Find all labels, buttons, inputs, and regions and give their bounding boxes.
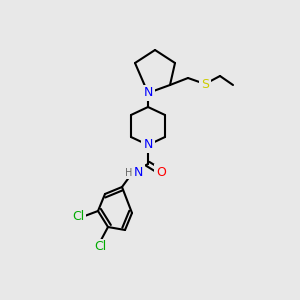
Text: Cl: Cl — [72, 211, 84, 224]
Text: O: O — [156, 166, 166, 178]
Text: N: N — [143, 139, 153, 152]
Text: H: H — [125, 168, 133, 178]
Text: S: S — [201, 77, 209, 91]
Text: N: N — [133, 166, 143, 178]
Text: N: N — [143, 86, 153, 100]
Text: Cl: Cl — [94, 241, 106, 254]
